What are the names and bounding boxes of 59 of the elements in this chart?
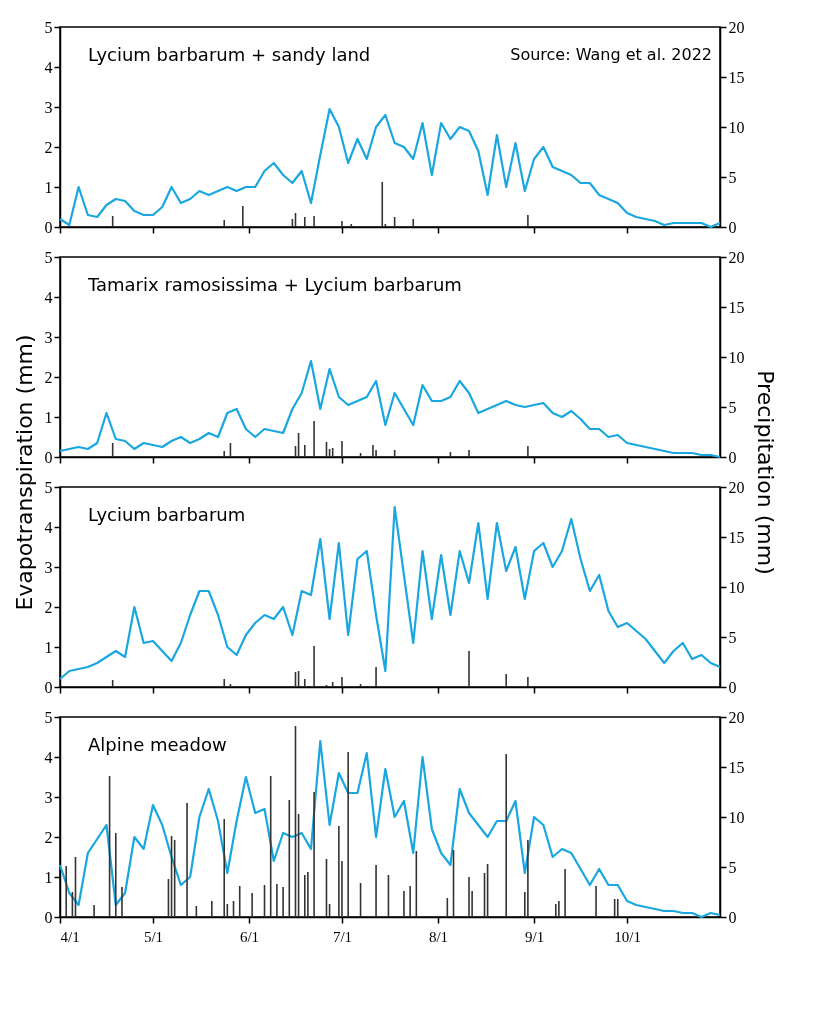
y-tick-label: 2	[44, 828, 53, 846]
y-tick-label: 4	[44, 58, 53, 76]
x-tick-label: 10/1	[614, 928, 641, 945]
y2-tick-label: 15	[728, 758, 745, 776]
y2-tick-label: 10	[728, 348, 745, 366]
y-axis-title: Evapotranspiration (mm)	[11, 334, 37, 611]
y-tick-label: 5	[44, 18, 53, 36]
y2-tick-label: 0	[728, 678, 737, 696]
x-tick-label: 9/1	[525, 928, 545, 945]
y2-tick-label: 5	[728, 628, 737, 646]
y-tick-label: 4	[44, 288, 53, 306]
y-tick-label: 1	[44, 638, 53, 656]
y-tick-label: 2	[44, 368, 53, 386]
y2-tick-label: 20	[728, 248, 745, 266]
y-tick-label: 2	[44, 598, 53, 616]
y-tick-label: 2	[44, 138, 53, 156]
text: Alpine meadow	[88, 734, 227, 755]
y-tick-label: 0	[44, 908, 53, 926]
y2-tick-label: 5	[728, 168, 737, 186]
y-tick-label: 4	[44, 748, 53, 766]
y-tick-label: 5	[44, 708, 53, 726]
y-tick-label: 3	[44, 328, 53, 346]
x-tick-label: 7/1	[332, 928, 353, 945]
x-tick-label: 8/1	[428, 928, 449, 945]
y2-tick-label: 15	[728, 68, 745, 86]
y2-tick-label: 20	[728, 478, 745, 496]
y-tick-label: 5	[44, 248, 53, 266]
y-tick-label: 0	[44, 218, 53, 236]
y-tick-label: 1	[44, 868, 53, 886]
y-tick-label: 5	[44, 478, 53, 496]
y-tick-label: 3	[44, 98, 53, 116]
y-tick-label: 1	[44, 408, 53, 426]
x-tick-label: 4/1	[60, 928, 80, 945]
text: Lycium barbarum	[88, 504, 246, 525]
y-tick-label: 3	[44, 788, 53, 806]
y2-tick-label: 0	[728, 448, 737, 466]
y2-tick-label: 10	[728, 578, 745, 596]
text: Lycium barbarum + sandy land	[88, 44, 371, 65]
annotation: Source: Wang et al. 2022	[510, 45, 712, 64]
y2-tick-label: 10	[728, 118, 745, 136]
y2-tick-label: 15	[728, 298, 745, 316]
y2-tick-label: 15	[728, 528, 745, 546]
x-tick-label: 5/1	[143, 928, 164, 945]
x-tick-label: 6/1	[239, 928, 260, 945]
y-tick-label: 0	[44, 448, 53, 466]
y2-axis-title: Precipitation (mm)	[752, 370, 778, 575]
y-tick-label: 4	[44, 518, 53, 536]
y2-tick-label: 20	[728, 18, 745, 36]
y2-tick-label: 0	[728, 908, 737, 926]
line-series	[58, 505, 722, 681]
y2-tick-label: 20	[728, 708, 745, 726]
y-tick-label: 0	[44, 678, 53, 696]
y-tick-label: 3	[44, 558, 53, 576]
y2-tick-label: 5	[728, 398, 737, 416]
y2-tick-label: 10	[728, 808, 745, 826]
y2-tick-label: 5	[728, 858, 737, 876]
y-tick-label: 1	[44, 178, 53, 196]
text: Tamarix ramosissima + Lycium barbarum	[87, 274, 462, 295]
y2-tick-label: 0	[728, 218, 737, 236]
